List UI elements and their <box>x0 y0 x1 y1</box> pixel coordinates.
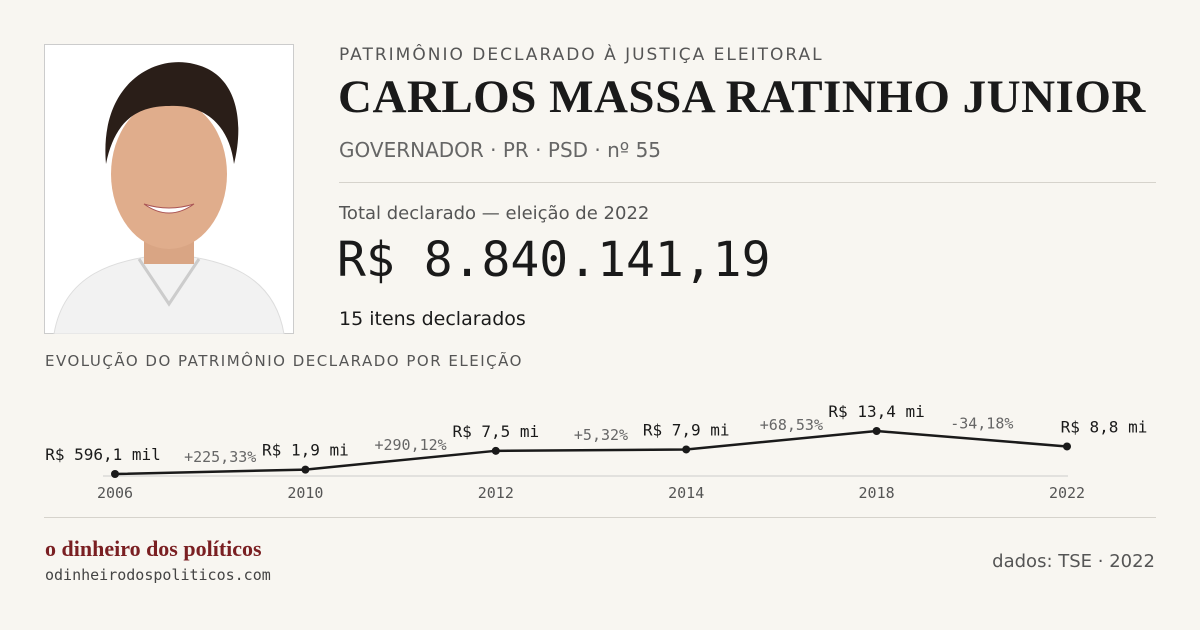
change-label: -34,18% <box>950 415 1013 433</box>
kicker: PATRIMÔNIO DECLARADO À JUSTIÇA ELEITORAL <box>339 45 824 65</box>
candidate-name: CARLOS MASSA RATINHO JUNIOR <box>338 71 1146 123</box>
divider <box>44 517 1156 518</box>
chart: R$ 596,1 mil 2006 R$ 1,9 mi 2010 R$ 7,5 mi 20… <box>45 402 1148 502</box>
brand: o dinheiro dos políticos <box>45 536 262 561</box>
url: odinheirodospoliticos.com <box>45 566 271 584</box>
line <box>114 429 1068 476</box>
x-tick-label: 2014 <box>668 484 704 502</box>
items-count: 15 itens declarados <box>339 308 526 330</box>
value-label: R$ 8,8 mi <box>1061 417 1148 436</box>
source: dados: TSE · 2022 <box>992 551 1155 572</box>
value-label: R$ 596,1 mil <box>45 445 161 464</box>
portrait <box>44 44 294 334</box>
point <box>301 465 310 474</box>
change-label: +68,53% <box>760 416 823 434</box>
value-label: R$ 1,9 mi <box>262 441 349 460</box>
divider <box>339 182 1156 183</box>
change-label: +290,12% <box>374 436 446 454</box>
value-label: R$ 13,4 mi <box>828 402 924 421</box>
x-tick-label: 2010 <box>287 484 323 502</box>
point <box>491 446 500 455</box>
point <box>111 469 119 478</box>
point <box>872 427 881 435</box>
x-tick-label: 2022 <box>1049 484 1085 502</box>
total-value: R$ 8.840.141,19 <box>337 232 771 288</box>
x-tick-label: 2018 <box>859 484 895 502</box>
change-label: +5,32% <box>574 426 628 444</box>
value-label: R$ 7,5 mi <box>452 422 539 441</box>
change-label: +225,33% <box>184 448 256 466</box>
point <box>682 445 691 454</box>
x-tick-label: 2006 <box>97 484 133 502</box>
chart-title: EVOLUÇÃO DO PATRIMÔNIO DECLARADO POR ELE… <box>45 352 523 370</box>
x-tick-label: 2012 <box>478 484 514 502</box>
point <box>1063 442 1071 451</box>
total-label: Total declarado — eleição de 2022 <box>339 203 650 224</box>
value-label: R$ 7,9 mi <box>643 420 730 439</box>
role: GOVERNADOR · PR · PSD · nº 55 <box>339 138 662 162</box>
